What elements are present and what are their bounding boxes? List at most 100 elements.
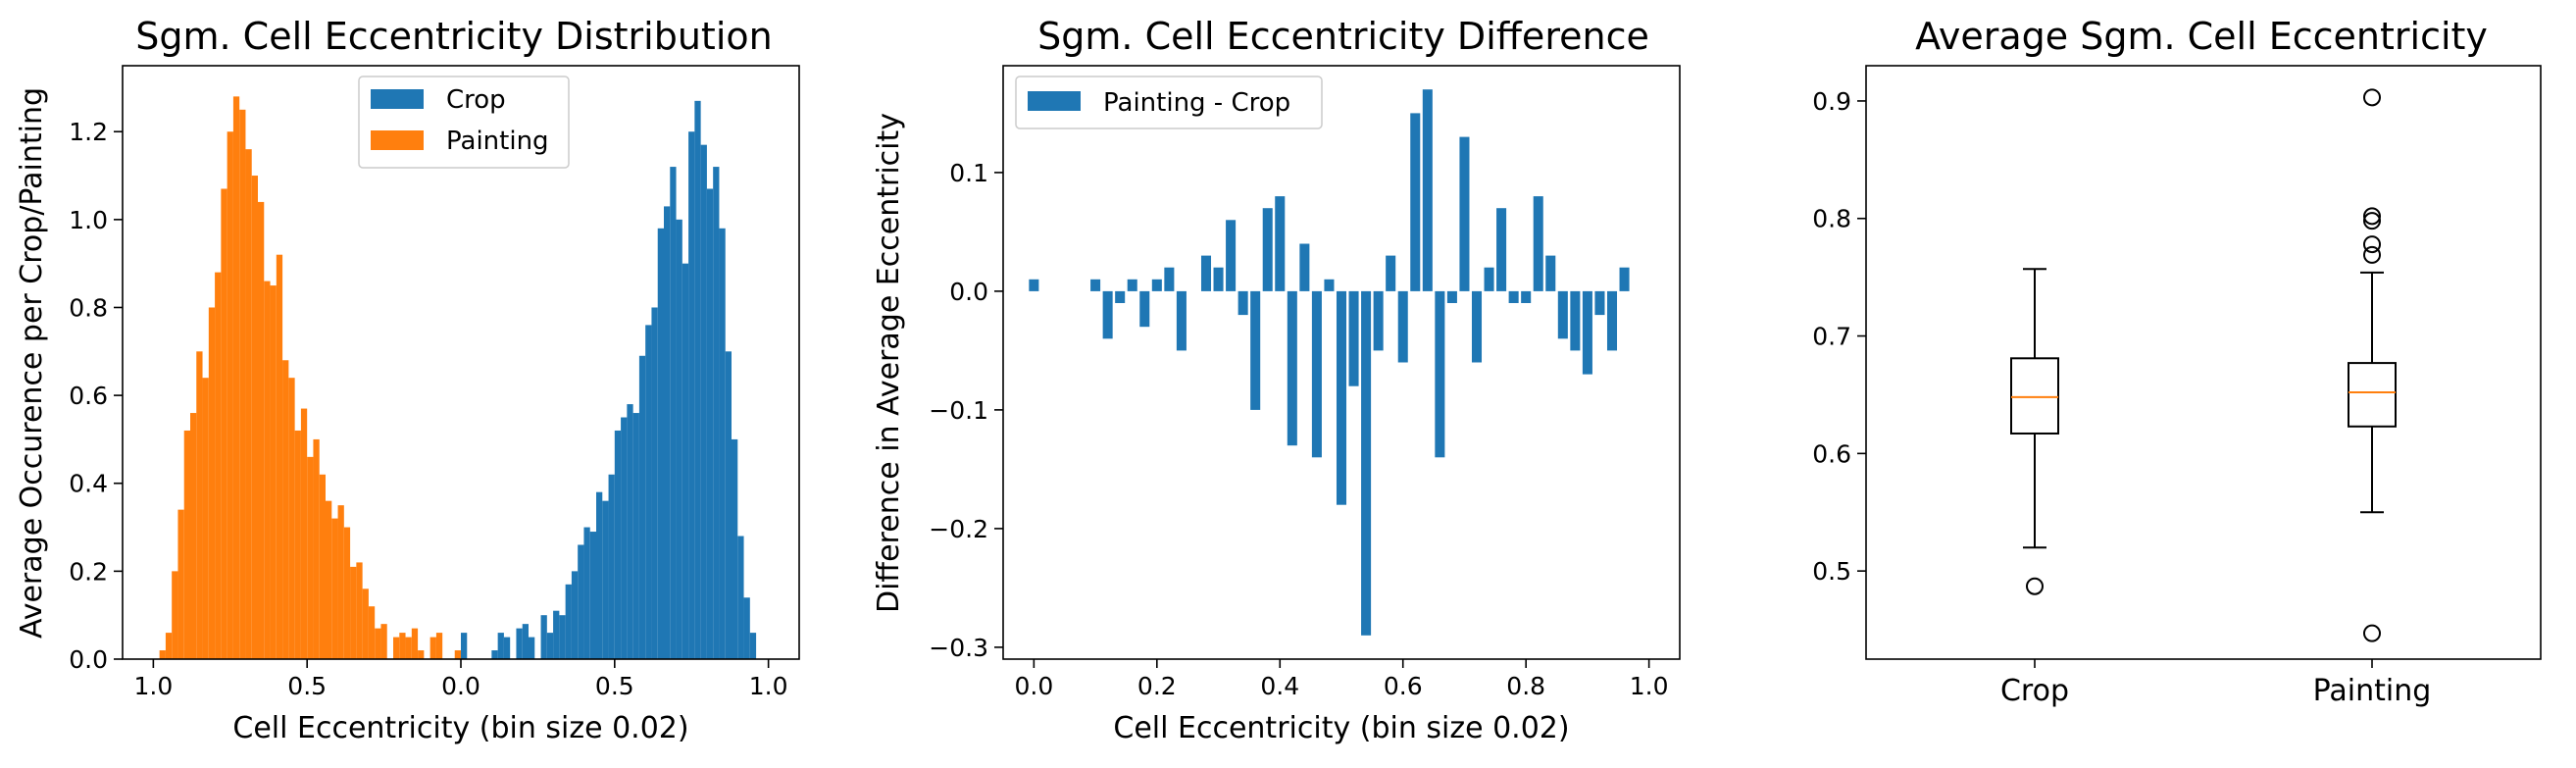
crop-histogram-bar xyxy=(719,228,726,659)
difference-bar xyxy=(1410,113,1421,291)
difference-bar xyxy=(1151,279,1162,291)
average-boxplot-y-tick-label: 0.8 xyxy=(1812,205,1851,233)
crop-histogram-bar xyxy=(749,633,757,659)
crop-histogram-bar xyxy=(651,307,658,659)
difference-chart: Sgm. Cell Eccentricity Difference 0.0 0.2… xyxy=(872,15,1681,745)
average-boxplot-y-tick-label: 0.6 xyxy=(1812,439,1851,468)
difference-bar xyxy=(1361,290,1372,636)
difference-bar xyxy=(1311,290,1322,458)
distribution-y-tick-label: 0.4 xyxy=(69,470,108,498)
crop-histogram-bar xyxy=(602,500,609,659)
average-boxplot-category-crop: Crop xyxy=(2000,674,2069,708)
distribution-y-tick-label: 0.6 xyxy=(69,382,108,410)
distribution-x-tick-label: 1.0 xyxy=(749,672,788,700)
difference-bar xyxy=(1139,290,1150,328)
difference-bar xyxy=(1200,255,1212,291)
crop-histogram-bar xyxy=(645,325,652,659)
difference-bar xyxy=(1336,290,1347,505)
distribution-legend-painting-label: Painting xyxy=(446,127,549,156)
crop-histogram-bar xyxy=(503,637,511,659)
painting-histogram-bar xyxy=(202,378,209,659)
painting-outlier-point xyxy=(2363,245,2381,264)
difference-bar xyxy=(1582,290,1592,375)
average-boxplot-ticks: 0.5 0.6 0.7 0.8 0.9 Crop Painting xyxy=(1812,87,2431,708)
difference-x-tick-label: 0.0 xyxy=(1014,672,1053,700)
difference-bar xyxy=(1508,290,1519,303)
crop-histogram-bar xyxy=(614,430,622,659)
painting-histogram-bar xyxy=(411,628,419,659)
difference-legend-swatch xyxy=(1028,91,1081,111)
difference-x-tick-label: 0.2 xyxy=(1137,672,1177,700)
crop-histogram-bar xyxy=(632,413,639,659)
crop-histogram-bar xyxy=(461,633,468,659)
crop-histogram-bar xyxy=(657,228,664,659)
distribution-y-tick-label: 0.2 xyxy=(69,557,108,586)
difference-bar xyxy=(1237,290,1248,316)
difference-y-tick-label: −0.1 xyxy=(929,396,988,425)
difference-bars xyxy=(1029,89,1630,636)
crop-histogram-bar xyxy=(638,355,646,659)
painting-outlier-point xyxy=(2363,235,2381,254)
difference-bar xyxy=(1397,290,1408,363)
painting-histogram-bar xyxy=(264,281,271,659)
difference-bar xyxy=(1446,290,1457,303)
difference-x-tick-label: 0.6 xyxy=(1384,672,1423,700)
painting-histogram-bar xyxy=(221,188,227,660)
painting-histogram-bar xyxy=(393,637,400,659)
crop-histogram-bar xyxy=(589,532,596,659)
crop-histogram-bar xyxy=(713,167,720,659)
distribution-y-label: Average Occurence per Crop/Painting xyxy=(15,87,49,639)
crop-histogram-bar xyxy=(627,404,633,659)
difference-y-tick-label: −0.3 xyxy=(929,634,988,662)
painting-histogram-bar xyxy=(251,176,258,660)
difference-bar xyxy=(1115,290,1126,303)
distribution-y-tick-label: 1.0 xyxy=(69,206,108,234)
painting-histogram-bar xyxy=(258,201,265,659)
difference-legend-label: Painting - Crop xyxy=(1103,88,1290,118)
difference-bar xyxy=(1164,267,1175,291)
distribution-bars xyxy=(159,96,757,660)
distribution-x-tick-label: 0.5 xyxy=(287,672,327,700)
crop-histogram-bar xyxy=(670,167,677,659)
distribution-legend-crop-swatch xyxy=(371,89,424,109)
average-boxplot-title: Average Sgm. Cell Eccentricity xyxy=(1915,15,2488,58)
difference-bar xyxy=(1373,290,1384,351)
painting-histogram-bar xyxy=(435,633,443,659)
difference-y-tick-label: 0.1 xyxy=(949,159,988,187)
distribution-y-tick-label: 0.8 xyxy=(69,293,108,322)
crop-histogram-bar xyxy=(608,474,615,659)
painting-histogram-bar xyxy=(331,518,338,659)
painting-histogram-bar xyxy=(356,562,363,659)
difference-bar xyxy=(1435,290,1445,458)
painting-box xyxy=(2348,362,2397,428)
distribution-y-tick-label: 1.2 xyxy=(69,118,108,146)
difference-bar xyxy=(1275,196,1286,291)
crop-histogram-bar xyxy=(565,584,572,659)
painting-histogram-bar xyxy=(172,571,178,659)
distribution-x-tick-label: 0.5 xyxy=(595,672,634,700)
painting-histogram-bar xyxy=(300,408,308,659)
difference-bar xyxy=(1176,290,1187,351)
crop-histogram-bar xyxy=(497,633,504,659)
painting-histogram-bar xyxy=(307,456,314,659)
distribution-x-tick-label: 0.0 xyxy=(441,672,480,700)
distribution-legend: Crop Painting xyxy=(358,76,570,169)
difference-y-tick-label: 0.0 xyxy=(949,278,988,306)
difference-y-label: Difference in Average Eccentricity xyxy=(872,113,906,613)
crop-histogram-bar xyxy=(522,624,529,659)
distribution-ticks: 1.0 0.5 0.0 0.5 1.0 0.0 0.2 0.4 0.6 0.8 1.0 1.2 xyxy=(69,118,787,700)
crop-histogram-bar xyxy=(621,417,628,659)
difference-bar xyxy=(1459,136,1470,291)
average-boxplot-y-tick-label: 0.5 xyxy=(1812,557,1851,586)
crop-histogram-bar xyxy=(682,263,689,659)
painting-histogram-bar xyxy=(208,307,216,659)
painting-histogram-bar xyxy=(418,650,425,659)
painting-histogram-bar xyxy=(239,109,246,659)
painting-histogram-bar xyxy=(313,438,320,659)
painting-histogram-bar xyxy=(319,474,326,659)
painting-histogram-bar xyxy=(368,606,376,659)
painting-histogram-bar xyxy=(190,413,197,659)
difference-bar xyxy=(1287,290,1297,446)
distribution-title: Sgm. Cell Eccentricity Distribution xyxy=(135,15,772,58)
